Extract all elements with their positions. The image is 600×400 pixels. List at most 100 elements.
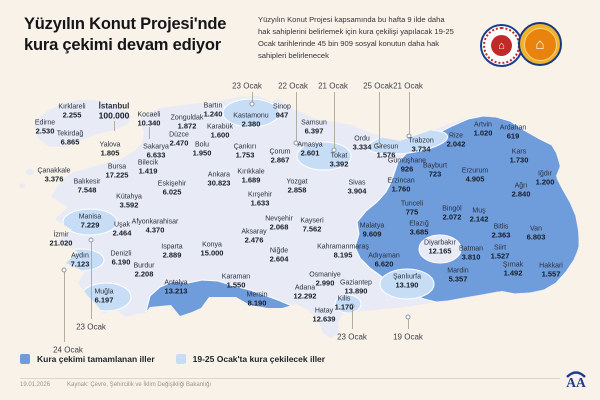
ministry-emblem-icon: ⌂ [491, 35, 512, 56]
province-label: Kütahya 3.592 [116, 193, 142, 210]
province-label: Kayseri 7.562 [300, 217, 324, 234]
callout-line [149, 127, 150, 139]
province-label: Sivas 3.904 [347, 179, 367, 196]
province-label: Sinop 947 [273, 103, 291, 120]
callout-dot [249, 101, 255, 107]
province-label: Bitlis 2.363 [491, 223, 511, 240]
house-icon: ⌂ [523, 27, 557, 61]
province-label: Giresun 1.576 [373, 143, 399, 160]
callout-date-label: 23 Ocak [337, 332, 367, 342]
province-label: Çanakkale 3.376 [37, 167, 71, 184]
legend-label-upcoming: 19-25 Ocak'ta kura çekilecek iller [192, 354, 326, 364]
province-label: Yozgat 2.858 [286, 178, 308, 195]
province-label: Konya 15.000 [200, 241, 224, 258]
callout-date-label: 25 Ocak [363, 81, 393, 91]
diyarbakir-region [418, 234, 462, 264]
island [26, 169, 34, 175]
province-label: Kastamonu 2.380 [233, 112, 269, 129]
callout-line [114, 121, 115, 131]
province-label: Kırşehir 1.633 [247, 191, 273, 208]
province-label: Elazığ 3.685 [409, 220, 429, 237]
province-label: Bolu 1.950 [192, 141, 212, 158]
page-title: Yüzyılın Konut Projesi'nde kura çekimi d… [24, 15, 227, 55]
province-label: Rize 2.042 [446, 132, 466, 149]
province-label: Niğde 2.604 [269, 247, 289, 264]
province-label: Van 6.803 [526, 225, 546, 242]
province-label: Ağrı 2.840 [511, 182, 531, 199]
province-label: Sakarya 6.633 [143, 143, 169, 160]
province-label: Erzurum 4.905 [461, 167, 489, 184]
province-label: Adıyaman 6.620 [368, 252, 400, 269]
province-label: Erzincan 1.760 [387, 177, 415, 194]
callout-line [408, 317, 409, 329]
province-label: Mersin 8.190 [246, 291, 268, 308]
province-label: Bingöl 2.072 [442, 205, 462, 222]
province-label: Kilis 1.170 [334, 295, 354, 312]
svg-text:AA: AA [566, 375, 586, 390]
province-label: Tekirdağ 6.865 [56, 130, 84, 147]
province-label: Karaman 1.550 [221, 273, 251, 290]
thrace-shape [34, 100, 131, 147]
province-label: Samsun 6.397 [301, 119, 327, 136]
province-label: Şanlıurfa 13.190 [392, 273, 422, 290]
callout-dot [405, 314, 411, 320]
province-label: Muş 2.142 [469, 207, 489, 224]
province-label: Yalova 1.805 [99, 141, 121, 158]
province-label: Bayburt 723 [422, 162, 448, 179]
callout-date-label: 23 Ocak [232, 81, 262, 91]
callout-line [409, 92, 410, 136]
aa-monogram-icon: AA [566, 371, 586, 390]
callout-date-label: 19 Ocak [393, 332, 423, 342]
callout-line [296, 92, 297, 143]
province-label: Şırnak 1.492 [502, 261, 524, 278]
province-label: Gümüşhane 926 [387, 157, 427, 174]
legend-label-completed: Kura çekimi tamamlanan iller [37, 354, 155, 364]
callout-line [252, 92, 253, 104]
province-label: Bursa 17.225 [105, 163, 129, 180]
province-label: Mardin 5.357 [447, 267, 469, 284]
province-label: Isparta 2.889 [161, 243, 183, 260]
callout-date-label: 24 Ocak [53, 345, 83, 355]
province-label: Aydın 7.123 [70, 252, 90, 269]
callout-line [379, 92, 380, 145]
province-label: Kars 1.730 [509, 148, 529, 165]
province-label: Hakkari 1.557 [539, 262, 563, 279]
callout-dot [61, 267, 67, 273]
province-label: Kocaeli 10.340 [137, 111, 161, 128]
province-label: Batman 3.810 [458, 245, 484, 262]
province-label: Ankara 30.823 [207, 171, 231, 188]
province-label: Bilecik 1.419 [137, 159, 159, 176]
callout-date-label: 22 Ocak [278, 81, 308, 91]
province-label: İzmir 21.020 [49, 231, 73, 248]
province-label: Tokat 3.392 [329, 152, 349, 169]
province-label: Uşak 2.464 [112, 221, 132, 238]
callout-dot [88, 237, 94, 243]
province-label: Zonguldak 1.872 [170, 114, 204, 131]
callout-dot [406, 133, 412, 139]
province-label: Tunceli 775 [400, 200, 424, 217]
province-label: İstanbul 100.000 [98, 101, 130, 121]
page-description: Yüzyılın Konut Projesi kapsamında bu haf… [258, 15, 454, 61]
footer-divider [20, 378, 560, 379]
upcoming-sanliurfa [379, 268, 435, 300]
province-label: Manisa 7.229 [78, 213, 102, 230]
province-label: Burdur 2.208 [133, 262, 155, 279]
footer-source: Kaynak: Çevre, Şehircilik ve İklim Değiş… [67, 382, 212, 388]
province-label: Kırklareli 2.255 [58, 103, 86, 120]
province-label: Afyonkarahisar 4.370 [131, 218, 179, 235]
callout-line [334, 92, 335, 150]
callout-date-label: 21 Ocak [393, 81, 423, 91]
province-label: Ordu 3.334 [352, 135, 372, 152]
province-label: Çorum 2.867 [269, 148, 291, 165]
callout-line [64, 270, 65, 342]
province-label: Bartın 1.240 [203, 102, 223, 119]
upcoming-kilis [334, 294, 362, 314]
callout-line [91, 240, 92, 319]
upcoming-amasya-tokat [296, 141, 352, 171]
province-label: Iğdır 1.200 [535, 170, 555, 187]
callout-date-label: 23 Ocak [76, 322, 106, 332]
callout-date-label: 21 Ocak [318, 81, 348, 91]
callout-line [352, 306, 353, 329]
